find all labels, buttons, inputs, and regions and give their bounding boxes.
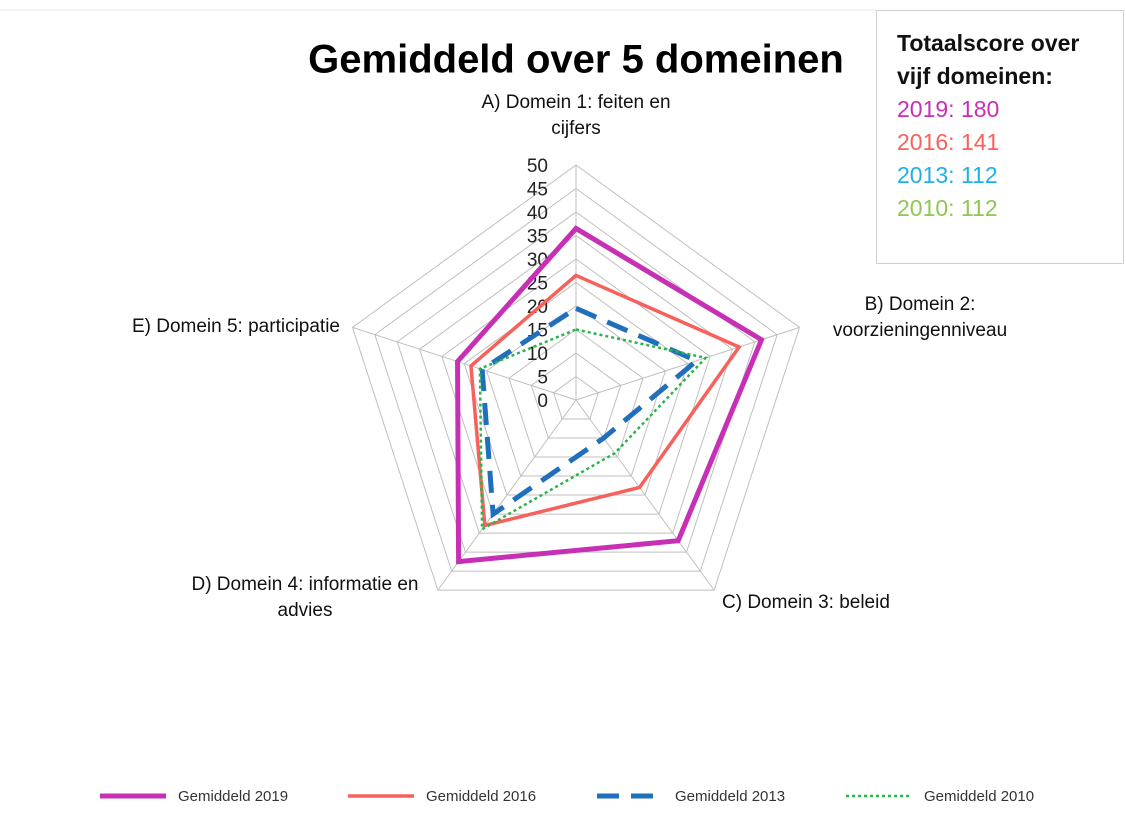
series-line (469, 273, 742, 528)
annotation-title: vijf domeinen: (897, 63, 1053, 89)
legend-label: Gemiddeld 2013 (675, 788, 785, 805)
axis-label: D) Domein 4: informatie en advies (191, 574, 419, 621)
y-tick-label: 0 (537, 391, 548, 412)
y-tick-label: 10 (527, 344, 548, 365)
grid-line (351, 164, 801, 591)
axis-label: E) Domein 5: participatie (131, 316, 340, 337)
spoke (352, 326, 577, 401)
axis-label: A) Domein 1: feiten en cijfers (481, 92, 671, 139)
y-tick-label: 5 (537, 368, 548, 389)
annotation-line: 2019: 180 (897, 96, 1000, 122)
grid-line (441, 258, 711, 515)
chart-title: Gemiddeld over 5 domeinen (308, 38, 844, 82)
y-tick-label: 45 (527, 180, 548, 201)
legend-label: Gemiddeld 2010 (924, 788, 1034, 805)
annotation-box: Totaalscore over vijf domeinen: 2019: 18… (876, 10, 1124, 264)
annotation-line: 2016: 141 (897, 129, 1000, 155)
legend-label: Gemiddeld 2016 (426, 788, 536, 805)
y-tick-label: 40 (527, 203, 548, 224)
y-tick-label: 35 (527, 227, 548, 248)
annotation-lines: 2019: 180 2016: 141 2013: 112 2010: 112 (897, 93, 1103, 225)
series-line (478, 328, 709, 532)
series-line (455, 225, 765, 565)
grid-line (418, 234, 734, 534)
legend-label: Gemiddeld 2019 (178, 788, 288, 805)
axis-label: C) Domein 3: beleid (722, 592, 890, 613)
grid-line (553, 375, 599, 420)
annotation-line: 2010: 112 (897, 195, 998, 221)
annotation-title: Totaalscore over (897, 30, 1080, 56)
axis-label: B) Domein 2: voorzieningenniveau (832, 294, 1008, 341)
y-tick-label: 50 (527, 156, 548, 177)
grid-line (374, 187, 778, 572)
spoke (575, 326, 800, 401)
annotation-line: 2013: 112 (897, 162, 998, 188)
grid-line (530, 352, 622, 439)
spoke (575, 399, 715, 591)
